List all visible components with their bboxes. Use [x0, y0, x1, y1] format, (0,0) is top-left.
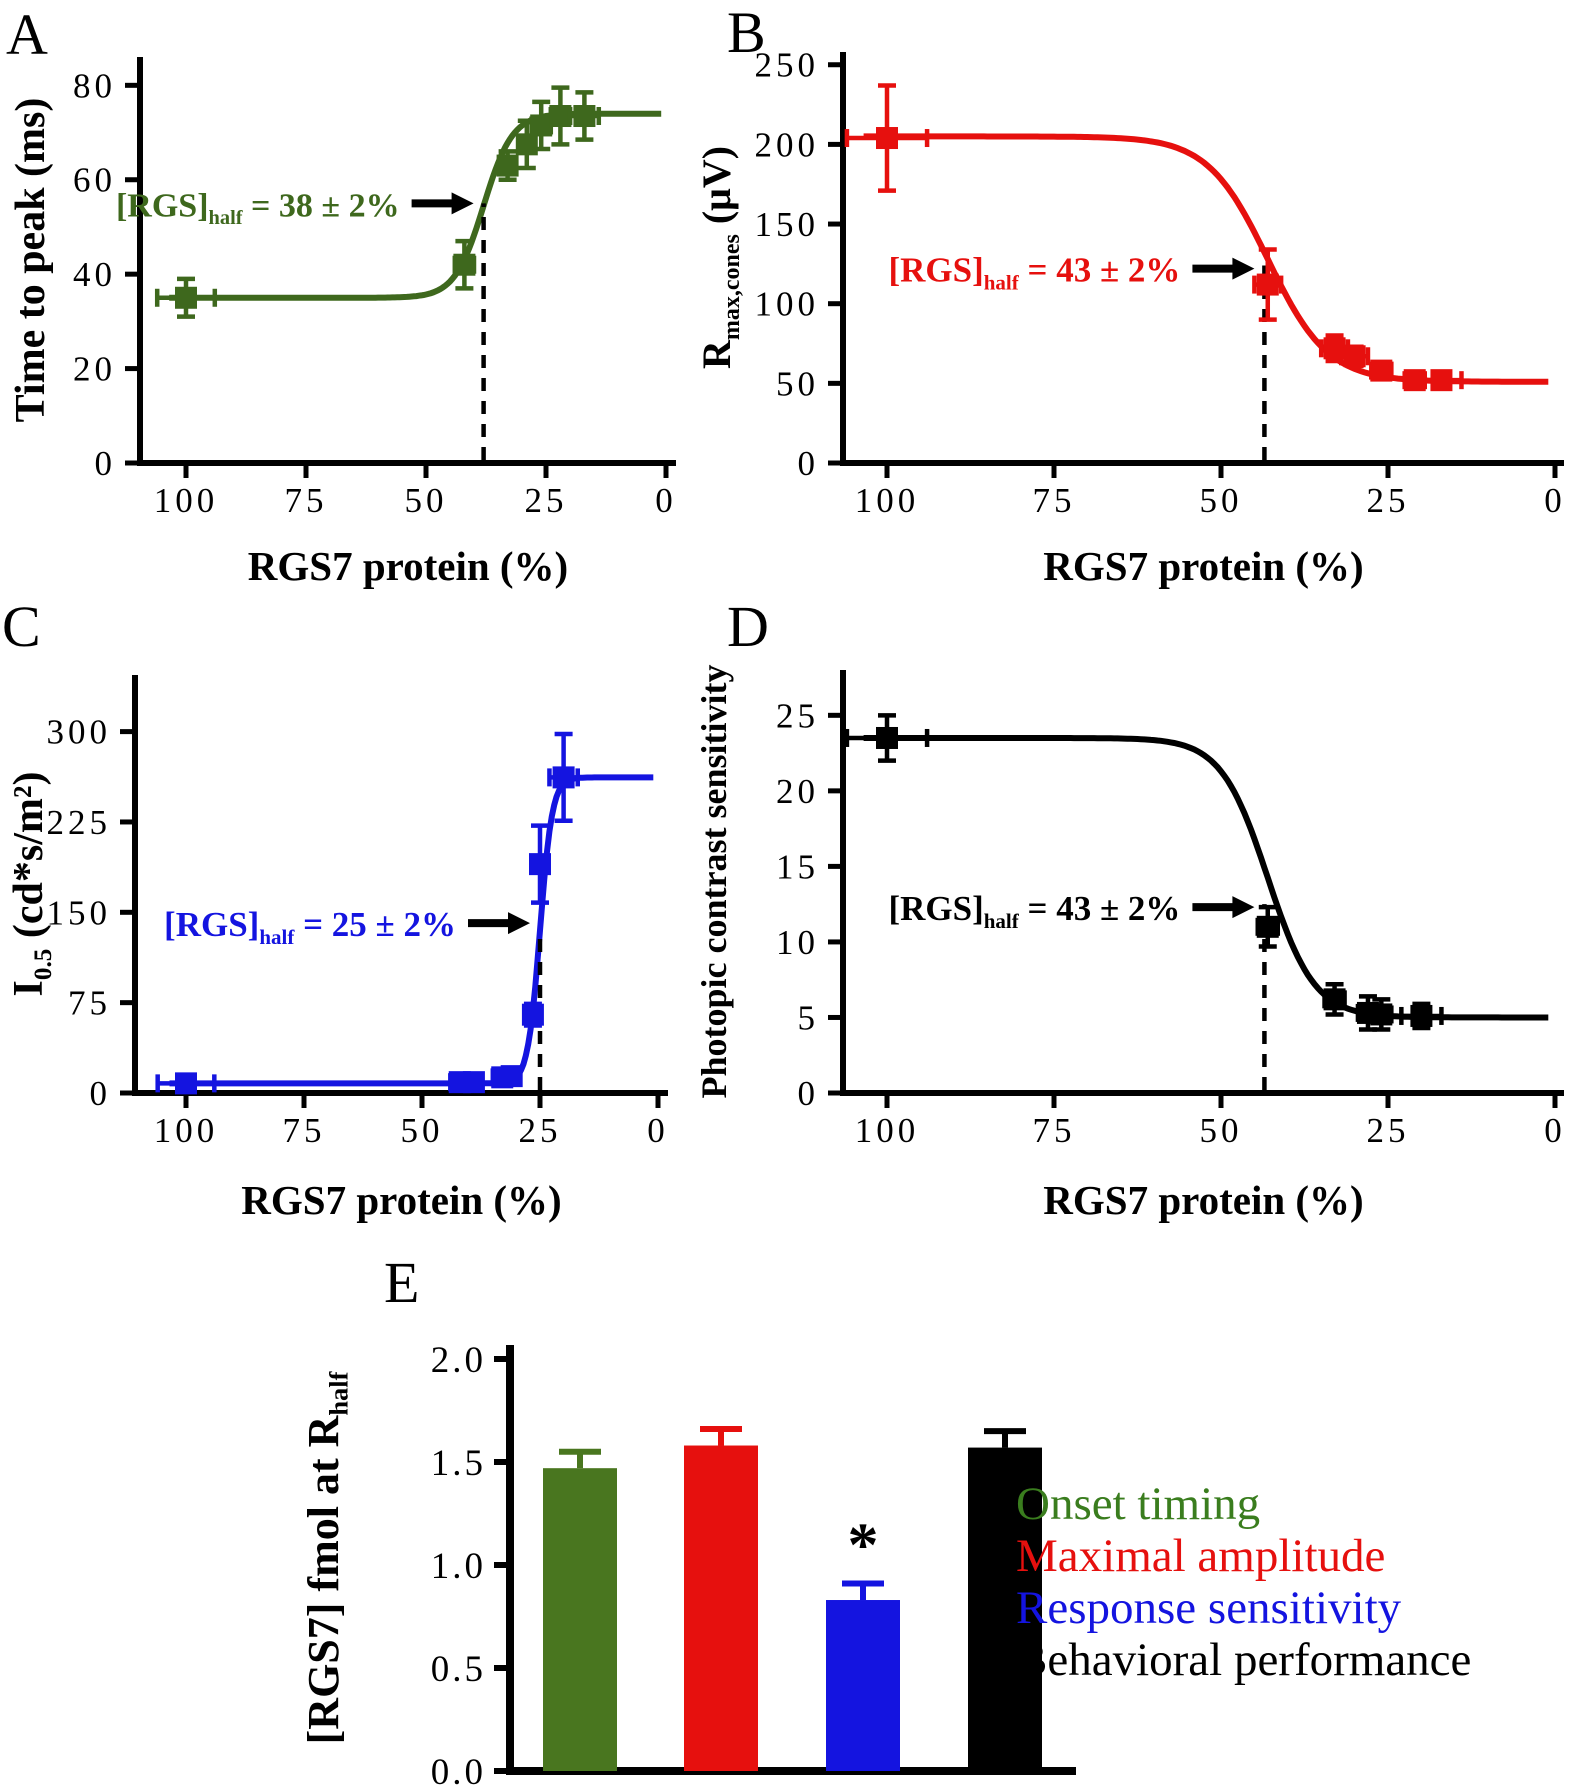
legend-item-onset-timing: Onset timing [1016, 1478, 1261, 1530]
svg-text:0: 0 [647, 1111, 669, 1150]
svg-text:0: 0 [655, 481, 677, 520]
svg-text:100: 100 [855, 1111, 920, 1150]
svg-text:25: 25 [1367, 481, 1410, 520]
svg-text:0.5: 0.5 [431, 1649, 486, 1690]
svg-text:75: 75 [1033, 481, 1076, 520]
panel-letter-d: D [727, 594, 769, 659]
svg-text:25: 25 [1367, 1111, 1410, 1150]
svg-text:25: 25 [519, 1111, 562, 1150]
svg-text:RGS7 protein (%): RGS7 protein (%) [1043, 1177, 1363, 1223]
panel-letter-a: A [6, 2, 48, 67]
svg-text:[RGS]half = 25 ± 2%: [RGS]half = 25 ± 2% [164, 905, 456, 949]
svg-text:100: 100 [154, 1111, 219, 1150]
svg-text:20: 20 [776, 772, 819, 811]
svg-text:Photopic contrast sensitivity: Photopic contrast sensitivity [694, 665, 734, 1099]
svg-text:75: 75 [1033, 1111, 1076, 1150]
svg-text:25: 25 [776, 696, 819, 735]
svg-text:25: 25 [525, 481, 568, 520]
svg-text:50: 50 [1200, 1111, 1243, 1150]
svg-text:225: 225 [47, 803, 112, 842]
svg-text:150: 150 [47, 893, 112, 932]
svg-text:0: 0 [95, 444, 117, 483]
svg-text:75: 75 [283, 1111, 326, 1150]
svg-text:100: 100 [154, 481, 219, 520]
panel-c-chart: 0 75 150 225 300 100 75 50 25 0 RGS7 protein (%) I0… [6, 675, 669, 1223]
svg-text:100: 100 [855, 481, 920, 520]
svg-text:[RGS7] fmol at Rhalf: [RGS7] fmol at Rhalf [299, 1370, 354, 1744]
legend-item-maximal-amplitude: Maximal amplitude [1016, 1530, 1386, 1582]
panel-letter-e: E [384, 1250, 420, 1315]
panel-e-chart: 0.0 0.5 1.0 1.5 2.0 [RGS7] fmol at Rhalf * [299, 1340, 1076, 1788]
svg-text:75: 75 [285, 481, 328, 520]
panel-letter-c: C [2, 594, 41, 659]
svg-text:0: 0 [90, 1074, 112, 1113]
svg-text:150: 150 [755, 205, 820, 244]
svg-text:[RGS]half = 43 ± 2%: [RGS]half = 43 ± 2% [888, 251, 1180, 295]
svg-text:50: 50 [401, 1111, 444, 1150]
svg-text:5: 5 [798, 998, 820, 1037]
svg-text:200: 200 [755, 125, 820, 164]
svg-text:0: 0 [1544, 1111, 1566, 1150]
svg-text:50: 50 [776, 364, 819, 403]
svg-text:Rmax,cones (μV): Rmax,cones (μV) [694, 146, 745, 369]
legend-item-response-sensitivity: Response sensitivity [1016, 1582, 1402, 1634]
svg-text:50: 50 [405, 481, 448, 520]
svg-text:RGS7 protein (%): RGS7 protein (%) [1043, 543, 1363, 589]
svg-text:300: 300 [47, 713, 112, 752]
svg-text:250: 250 [755, 46, 820, 85]
svg-text:0.0: 0.0 [431, 1752, 486, 1788]
svg-text:0: 0 [798, 444, 820, 483]
svg-text:60: 60 [73, 161, 116, 200]
svg-text:RGS7 protein (%): RGS7 protein (%) [241, 1177, 561, 1223]
svg-text:I0.5 (cd*s/m²): I0.5 (cd*s/m²) [6, 772, 57, 997]
svg-text:75: 75 [68, 984, 111, 1023]
svg-text:[RGS]half = 43 ± 2%: [RGS]half = 43 ± 2% [888, 889, 1180, 933]
panel-letter-b: B [727, 0, 766, 65]
panel-d-chart: 0 5 10 15 20 25 100 75 50 25 0 RGS7 protein (%) Phot… [694, 665, 1566, 1223]
svg-text:[RGS]half = 38 ± 2%: [RGS]half = 38 ± 2% [116, 187, 400, 228]
legend-item-behavioral-performance: Behavioral performance [1016, 1634, 1472, 1686]
svg-text:1.0: 1.0 [431, 1546, 486, 1587]
legend: Onset timing Maximal amplitude Response … [1016, 1478, 1471, 1686]
svg-text:*: * [848, 1512, 879, 1580]
svg-text:10: 10 [776, 923, 819, 962]
svg-text:2.0: 2.0 [431, 1340, 486, 1381]
svg-text:RGS7 protein (%): RGS7 protein (%) [248, 543, 568, 589]
svg-text:0: 0 [798, 1074, 820, 1113]
svg-text:80: 80 [73, 66, 116, 105]
panel-a-chart: 0 20 40 60 80 100 75 50 25 0 RGS7 protein (%) Time … [8, 57, 677, 589]
svg-text:0: 0 [1544, 481, 1566, 520]
svg-text:20: 20 [73, 350, 116, 389]
svg-text:1.5: 1.5 [431, 1443, 486, 1484]
svg-text:Time to peak (ms): Time to peak (ms) [8, 98, 54, 423]
svg-text:40: 40 [73, 255, 116, 294]
svg-text:15: 15 [776, 847, 819, 886]
svg-text:100: 100 [755, 285, 820, 324]
svg-text:50: 50 [1200, 481, 1243, 520]
